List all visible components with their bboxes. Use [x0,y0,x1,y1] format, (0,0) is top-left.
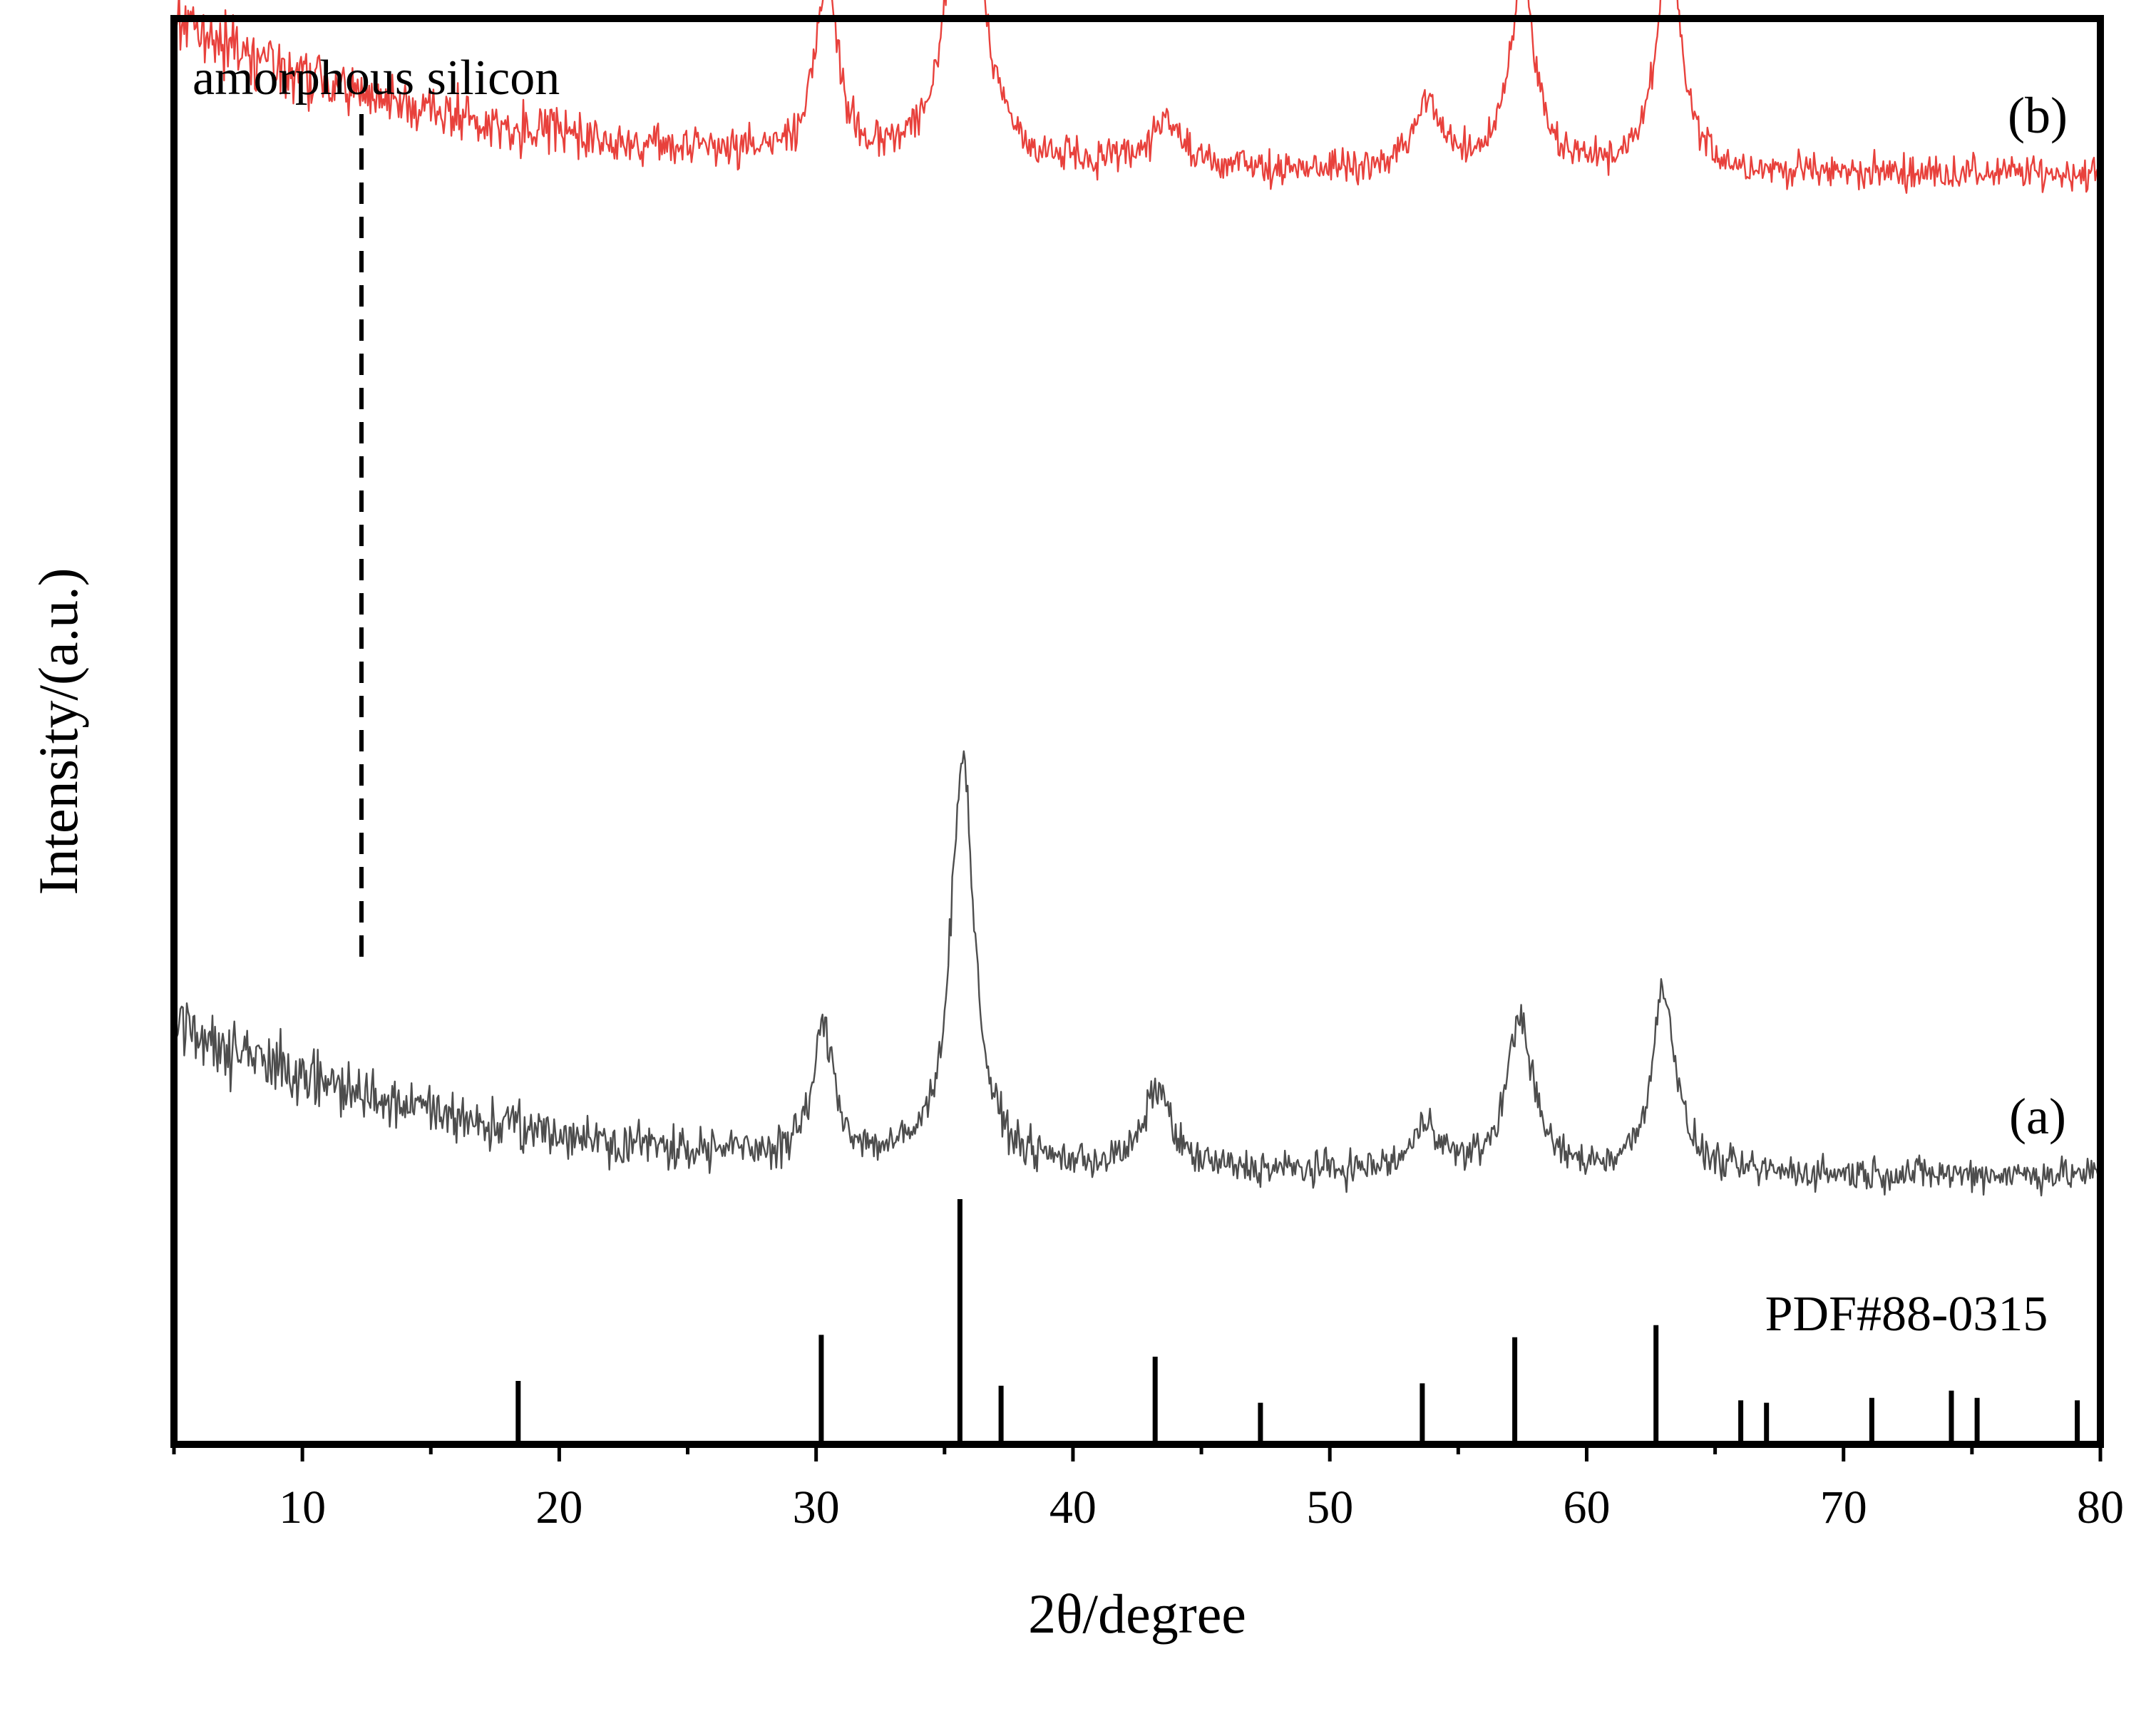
marker-label: amorphous silicon [192,51,560,106]
plot-frame [170,15,2104,1448]
x-tick-label: 50 [1306,1481,1353,1533]
x-tick-label: 70 [1820,1481,1867,1533]
series-label-a: (a) [2009,1088,2066,1145]
x-tick-label: 20 [535,1481,582,1533]
amorphous-silicon-marker: amorphous silicon [192,51,560,959]
series-label-b: (b) [2008,87,2068,144]
series-layer: (a)(b)(c)(d) [173,0,2102,1197]
x-tick-label: 10 [279,1481,326,1533]
x-tick-label: 30 [793,1481,840,1533]
x-tick-label: 60 [1563,1481,1610,1533]
reference-label: PDF#88-0315 [1765,1287,2048,1342]
y-axis-label: Intensity/(a.u.) [27,567,89,895]
series-line-a [173,750,2101,1197]
x-axis-ticks: 10 20 30 40 50 60 70 80 [172,1444,2124,1533]
x-axis-label: 2θ/degree [1028,1583,1246,1645]
reference-pattern: PDF#88-0315 [515,1199,2080,1442]
x-tick-label: 80 [2077,1481,2124,1533]
series-line-b [173,0,2102,194]
x-tick-label: 40 [1049,1481,1097,1533]
